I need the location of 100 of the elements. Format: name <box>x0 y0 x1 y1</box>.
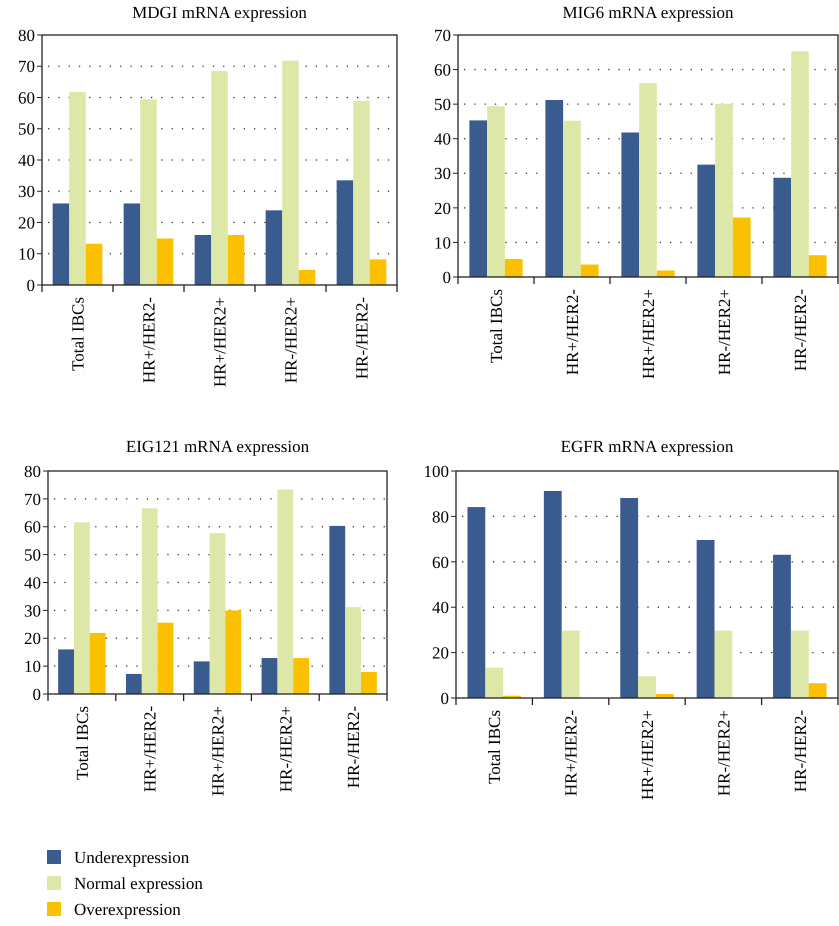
bar <box>282 60 299 285</box>
bar <box>210 533 226 694</box>
bar <box>544 490 562 698</box>
bar <box>808 255 827 277</box>
y-tick-label: 20 <box>432 644 449 663</box>
chart-title: EIG121 mRNA expression <box>126 437 310 456</box>
bar <box>732 218 751 277</box>
x-tick-label: HR-/HER2- <box>790 710 810 792</box>
bar <box>126 674 142 694</box>
bar <box>90 632 106 694</box>
bar <box>211 70 228 285</box>
bar <box>266 210 282 285</box>
y-tick-label: 40 <box>432 598 449 618</box>
x-tick-label: HR+/HER2- <box>140 706 160 792</box>
y-tick-label: 60 <box>18 88 35 108</box>
y-tick-label: 10 <box>434 233 451 252</box>
y-tick-label: 70 <box>434 26 451 45</box>
bar <box>504 259 523 277</box>
x-tick-label: HR-/HER2+ <box>281 297 300 384</box>
x-tick-label: HR+/HER2- <box>562 710 581 796</box>
legend-label: Overexpression <box>74 900 182 919</box>
bar <box>715 104 733 277</box>
y-tick-label: 0 <box>26 276 35 295</box>
y-tick-label: 10 <box>18 244 35 264</box>
bar <box>714 630 732 698</box>
bar <box>361 672 377 694</box>
bar <box>580 264 599 277</box>
bar <box>293 658 310 694</box>
bar <box>329 526 346 694</box>
bar <box>228 235 244 285</box>
bar <box>563 120 581 277</box>
bar <box>697 164 716 277</box>
x-tick-label: Total IBCs <box>72 706 92 780</box>
y-tick-label: 30 <box>434 164 451 184</box>
y-tick-label: 50 <box>18 120 35 139</box>
y-tick-label: 50 <box>24 546 41 565</box>
bar <box>52 203 70 285</box>
bar <box>58 649 74 694</box>
y-tick-label: 60 <box>24 518 41 537</box>
bar <box>808 683 827 698</box>
y-tick-label: 20 <box>24 629 41 648</box>
x-tick-label: Total IBCs <box>68 297 88 371</box>
bar <box>487 106 505 277</box>
y-tick-label: 30 <box>24 601 41 620</box>
x-tick-label: HR-/HER2+ <box>714 289 734 376</box>
bar <box>140 99 157 285</box>
y-tick-label: 0 <box>440 688 449 708</box>
y-tick-label: 60 <box>434 60 451 80</box>
y-tick-label: 40 <box>18 150 35 170</box>
y-tick-label: 40 <box>24 573 41 592</box>
bar <box>298 270 316 285</box>
bar <box>336 180 354 285</box>
bar <box>345 607 362 694</box>
chart-title: MDGI mRNA expression <box>132 3 308 22</box>
bar <box>773 178 792 277</box>
legend-label: Underexpression <box>74 848 190 867</box>
x-tick-label: HR+/HER2+ <box>638 710 657 800</box>
x-tick-label: HR-/HER2- <box>790 288 810 372</box>
y-tick-label: 60 <box>432 552 449 572</box>
y-tick-label: 50 <box>434 95 451 114</box>
legend-label: Normal expression <box>74 874 204 893</box>
bar <box>370 259 386 285</box>
bar <box>277 489 294 694</box>
bar <box>156 238 174 285</box>
x-tick-label: HR-/HER2- <box>352 296 372 380</box>
x-tick-label: Total IBCs <box>486 289 506 363</box>
bar <box>773 554 791 698</box>
x-tick-label: HR-/HER2+ <box>276 706 296 792</box>
bar <box>469 120 488 277</box>
bar <box>262 658 278 694</box>
bar <box>158 622 174 694</box>
bar <box>74 522 90 694</box>
bar <box>562 630 580 698</box>
y-tick-label: 40 <box>434 130 451 149</box>
chart-title: MIG6 mRNA expression <box>562 3 734 22</box>
y-tick-label: 20 <box>434 198 451 218</box>
y-tick-label: 80 <box>18 26 35 45</box>
y-tick-label: 70 <box>18 57 35 76</box>
bar <box>790 630 809 698</box>
bar <box>620 498 638 698</box>
bar <box>353 100 370 285</box>
y-tick-label: 80 <box>24 462 41 481</box>
x-tick-label: HR+/HER2+ <box>208 706 228 796</box>
bar <box>225 610 242 694</box>
bar <box>142 508 158 694</box>
bar <box>656 270 675 277</box>
bar <box>124 203 140 285</box>
x-tick-label: HR+/HER2+ <box>638 289 658 380</box>
y-tick-label: 100 <box>424 462 449 481</box>
x-tick-label: HR+/HER2- <box>562 288 582 376</box>
bar <box>639 83 657 277</box>
y-tick-label: 70 <box>24 490 41 509</box>
bar <box>467 507 486 698</box>
x-tick-label: HR-/HER2+ <box>714 710 734 796</box>
bar <box>696 540 714 698</box>
chart-title: EGFR mRNA expression <box>560 437 734 456</box>
bar <box>545 100 564 277</box>
bar <box>638 676 656 698</box>
bar <box>621 132 640 277</box>
y-tick-label: 30 <box>18 182 35 202</box>
